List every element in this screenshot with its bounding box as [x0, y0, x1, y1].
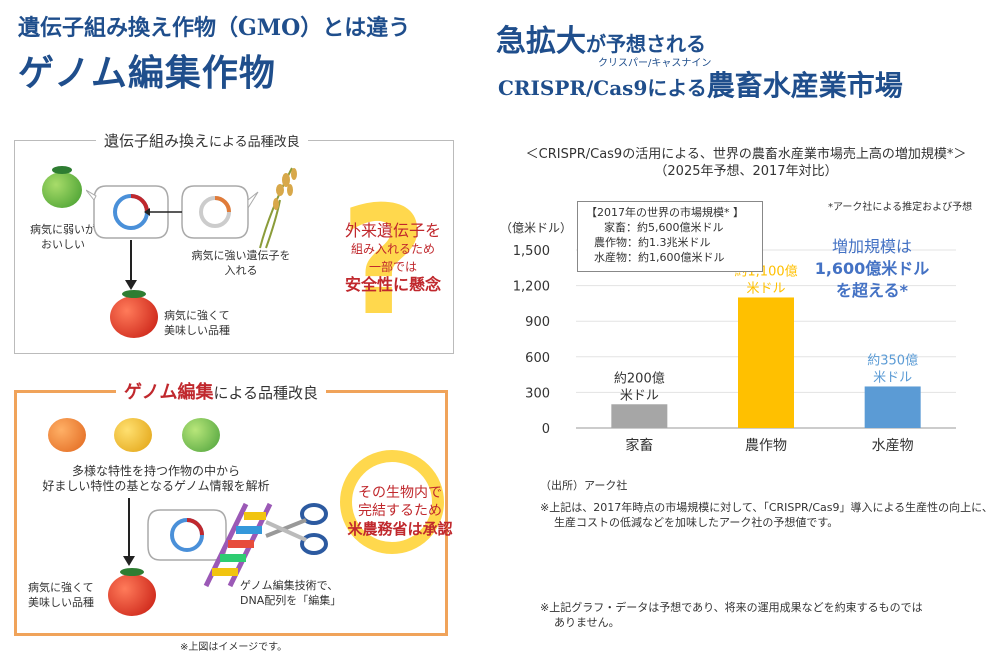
green-tomato-icon: [42, 172, 82, 208]
x-tick-label: 家畜: [625, 437, 653, 454]
right-title-emphasis: 急拡大: [496, 24, 586, 59]
red-tomato-icon: [110, 296, 158, 338]
x-tick-label: 農作物: [745, 438, 787, 454]
bar-2: [864, 386, 921, 428]
dna-letters: C: [226, 514, 232, 523]
y-tick-label: 1,200: [513, 280, 550, 295]
right-title-line1: 急拡大が予想される: [496, 16, 706, 60]
genome-result-label: 病気に強くて 美味しい品種: [28, 581, 94, 609]
down-arrow-icon: [125, 280, 137, 290]
stem-icon: [122, 290, 146, 298]
scissors-icon: [265, 503, 328, 555]
down-arrow-line: [128, 498, 130, 558]
rice-plant-icon: [259, 167, 297, 249]
question-mark-icon: ?: [340, 175, 428, 349]
right-title-line2: CRISPR/Cas9による農畜水産業市場: [498, 64, 903, 104]
bar-0: [611, 404, 668, 428]
gmo-box-title: 遺伝子組み換えによる品種改良: [96, 130, 308, 151]
stem-icon: [52, 166, 72, 174]
right-title-suffix: が予想される: [586, 32, 706, 56]
tech-label: ゲノム編集技術で、 DNA配列を「編集」: [240, 579, 342, 607]
footnote-3: ※上記グラフ・データは予想であり、将来の運用成果などを約束するものでは: [540, 601, 923, 614]
y-tick-label: 600: [525, 351, 550, 366]
down-arrow-line: [130, 240, 132, 282]
market-label: 農畜水産業市場: [706, 69, 903, 102]
y-tick-label: 300: [525, 386, 550, 401]
data-label: 米ドル: [746, 281, 785, 296]
down-arrow-icon: [123, 556, 135, 566]
orange-tomato-icon: [48, 418, 86, 452]
gmo-box: [14, 140, 454, 354]
approval-text: その生物内で 完結するため 米農務省は承認: [347, 485, 453, 538]
market-bar-chart: （億米ドル）03006009001,2001,500家畜約200億米ドル農作物約…: [500, 221, 956, 454]
estimate-note: *アーク社による推定および予想: [828, 202, 973, 213]
genome-box-title: ゲノム編集による品種改良: [116, 378, 327, 404]
footnote-1: ※上記は、2017年時点の市場規模に対して、「CRISPR/Cas9」導入による…: [540, 501, 993, 514]
strong-gene-label: 病気に強い遺伝子を 入れる: [191, 249, 291, 277]
stem-icon: [120, 568, 144, 576]
chart-caption: ＜CRISPR/Cas9の活用による、世界の農畜水産業市場売上高の増加規模*＞ …: [525, 147, 967, 179]
y-tick-label: 1,500: [513, 244, 550, 259]
data-label: 米ドル: [620, 388, 659, 403]
bar-1: [738, 297, 794, 428]
dna-bubbles: [86, 185, 259, 239]
dna-ladder-icon: [203, 502, 273, 588]
increase-highlight: 増加規模は 1,600億米ドル を超える*: [814, 237, 930, 300]
source-label: （出所）アーク社: [540, 479, 628, 492]
footnote-2: 生産コストの低減などを加味したアーク社の予想値です。: [554, 516, 839, 529]
genome-bubble: [147, 509, 227, 561]
y-tick-label: 900: [525, 315, 550, 330]
weak-label: 病気に弱いが おいしい: [30, 223, 96, 251]
x-tick-label: 水産物: [872, 438, 914, 454]
y-axis-label: （億米ドル）: [500, 221, 572, 235]
result-label: 病気に強くて 美味しい品種: [164, 309, 230, 337]
data-label: 約200億: [614, 370, 665, 386]
crispr-particle: による: [647, 76, 707, 100]
crispr-ruby: クリスパー/キャスナイン: [598, 58, 712, 69]
image-note: ※上図はイメージです。: [180, 642, 288, 653]
y-tick-label: 0: [542, 422, 550, 437]
footnote-4: ありません。: [554, 616, 620, 629]
yellow-tomato-icon: [114, 418, 152, 452]
red-tomato-icon: [108, 574, 156, 616]
market-size-legend: 【2017年の世界の市場規模* 】 家畜：約5,600億米ドル 農作物：約1.3…: [577, 201, 763, 272]
green-tomato-icon: [182, 418, 220, 452]
data-label: 米ドル: [873, 370, 912, 385]
left-title-main: ゲノム編集作物: [18, 52, 276, 94]
left-title-line1: 遺伝子組み換え作物（GMO）とは違う: [18, 15, 411, 41]
analysis-label: 多様な特性を持つ作物の中から 好ましい特性の基となるゲノム情報を解析: [42, 464, 270, 493]
gmo-warning: 外来遺伝子を 組み入れるため 一部では 安全性に懸念: [344, 221, 441, 294]
crispr-label: CRISPR/Cas9: [498, 76, 648, 100]
data-label: 約350億: [867, 352, 918, 368]
